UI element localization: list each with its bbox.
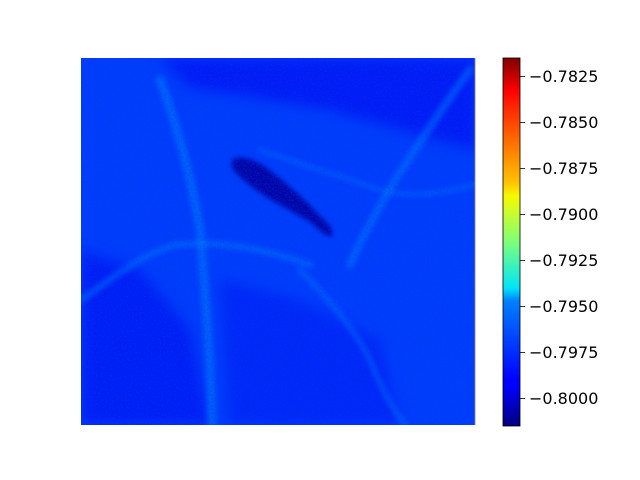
heatmap-image [81,58,476,425]
colorbar-tick-label: −0.7825 [529,67,598,86]
colorbar-gradient [503,58,520,426]
colorbar-tick-label: −0.7850 [529,113,598,132]
colorbar-tick-label: −0.7875 [529,159,598,178]
colorbar-tick-label: −0.7925 [529,251,598,270]
colorbar-tick-label: −0.8000 [529,389,598,408]
colorbar-frame [502,57,521,427]
colorbar: −0.7825 −0.7850 −0.7875 −0.7900 −0.7925 −0.79… [502,57,598,427]
colorbar-tick-label: −0.7900 [529,205,598,224]
colorbar-ticks: −0.7825 −0.7850 −0.7875 −0.7900 −0.7925 −0.79… [520,67,598,408]
colorbar-tick-label: −0.7975 [529,343,598,362]
heatmap-texture [81,58,476,425]
colorbar-tick-label: −0.7950 [529,297,598,316]
